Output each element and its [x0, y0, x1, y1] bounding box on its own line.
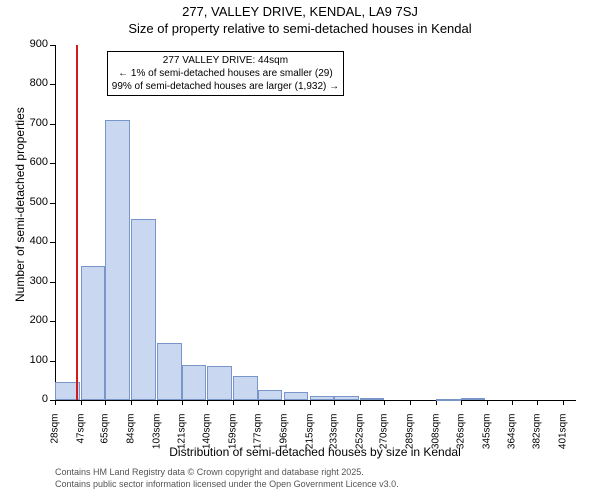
footer-line1: Contains HM Land Registry data © Crown c…	[55, 467, 364, 477]
x-tick-mark	[384, 400, 385, 405]
histogram-bar	[207, 366, 232, 400]
x-tick-label: 233sqm	[329, 414, 340, 454]
x-tick-mark	[537, 400, 538, 405]
x-tick-mark	[284, 400, 285, 405]
y-tick-label: 0	[20, 393, 48, 405]
x-tick-label: 401sqm	[557, 414, 568, 454]
y-tick-mark	[50, 163, 55, 164]
x-tick-mark	[563, 400, 564, 405]
y-tick-label: 600	[20, 156, 48, 168]
x-tick-mark	[487, 400, 488, 405]
x-tick-mark	[512, 400, 513, 405]
y-tick-mark	[50, 203, 55, 204]
y-tick-mark	[50, 321, 55, 322]
y-tick-label: 200	[20, 314, 48, 326]
histogram-bar	[334, 396, 359, 400]
x-tick-label: 308sqm	[431, 414, 442, 454]
x-tick-mark	[410, 400, 411, 405]
chart-title: 277, VALLEY DRIVE, KENDAL, LA9 7SJ	[0, 4, 600, 19]
y-tick-mark	[50, 361, 55, 362]
histogram-bar	[182, 365, 207, 401]
x-tick-label: 289sqm	[405, 414, 416, 454]
y-tick-mark	[50, 84, 55, 85]
y-tick-mark	[50, 242, 55, 243]
x-tick-label: 65sqm	[100, 414, 111, 454]
x-tick-label: 103sqm	[152, 414, 163, 454]
info-line3: 99% of semi-detached houses are larger (…	[112, 80, 339, 93]
x-tick-label: 326sqm	[455, 414, 466, 454]
x-tick-mark	[182, 400, 183, 405]
x-tick-mark	[131, 400, 132, 405]
histogram-bar	[105, 120, 130, 400]
y-tick-mark	[50, 45, 55, 46]
reference-line	[76, 45, 78, 400]
chart-subtitle: Size of property relative to semi-detach…	[0, 21, 600, 36]
y-tick-label: 400	[20, 235, 48, 247]
x-tick-label: 196sqm	[278, 414, 289, 454]
y-tick-label: 700	[20, 117, 48, 129]
x-tick-label: 47sqm	[75, 414, 86, 454]
histogram-bar	[157, 343, 182, 400]
x-tick-label: 215sqm	[304, 414, 315, 454]
y-tick-label: 900	[20, 38, 48, 50]
histogram-bar	[81, 266, 106, 400]
x-tick-label: 159sqm	[228, 414, 239, 454]
histogram-bar	[131, 219, 156, 400]
x-tick-label: 84sqm	[126, 414, 137, 454]
histogram-bar	[360, 398, 385, 400]
y-tick-label: 100	[20, 354, 48, 366]
x-tick-label: 270sqm	[379, 414, 390, 454]
info-line2: ← 1% of semi-detached houses are smaller…	[112, 67, 339, 80]
histogram-bar	[310, 396, 335, 400]
x-tick-label: 177sqm	[252, 414, 263, 454]
y-tick-label: 800	[20, 77, 48, 89]
info-line1: 277 VALLEY DRIVE: 44sqm	[112, 54, 339, 67]
x-tick-mark	[157, 400, 158, 405]
x-tick-mark	[360, 400, 361, 405]
histogram-bar	[284, 392, 309, 400]
info-box: 277 VALLEY DRIVE: 44sqm ← 1% of semi-det…	[107, 51, 344, 96]
x-tick-mark	[334, 400, 335, 405]
chart-container: 277, VALLEY DRIVE, KENDAL, LA9 7SJ Size …	[0, 0, 600, 500]
y-tick-mark	[50, 124, 55, 125]
x-tick-label: 345sqm	[481, 414, 492, 454]
x-tick-label: 121sqm	[176, 414, 187, 454]
x-tick-mark	[105, 400, 106, 405]
histogram-bar	[436, 399, 461, 401]
x-tick-mark	[310, 400, 311, 405]
histogram-bar	[258, 390, 283, 400]
x-tick-mark	[233, 400, 234, 405]
footer-line2: Contains public sector information licen…	[55, 479, 399, 489]
x-tick-label: 252sqm	[354, 414, 365, 454]
histogram-bar	[461, 398, 486, 400]
x-tick-label: 364sqm	[507, 414, 518, 454]
x-tick-mark	[55, 400, 56, 405]
y-tick-label: 300	[20, 275, 48, 287]
x-tick-label: 28sqm	[50, 414, 61, 454]
y-tick-mark	[50, 282, 55, 283]
x-tick-mark	[258, 400, 259, 405]
x-tick-label: 140sqm	[202, 414, 213, 454]
y-tick-label: 500	[20, 196, 48, 208]
histogram-bar	[233, 376, 258, 400]
x-tick-mark	[81, 400, 82, 405]
x-tick-label: 382sqm	[531, 414, 542, 454]
x-tick-mark	[207, 400, 208, 405]
x-tick-mark	[461, 400, 462, 405]
